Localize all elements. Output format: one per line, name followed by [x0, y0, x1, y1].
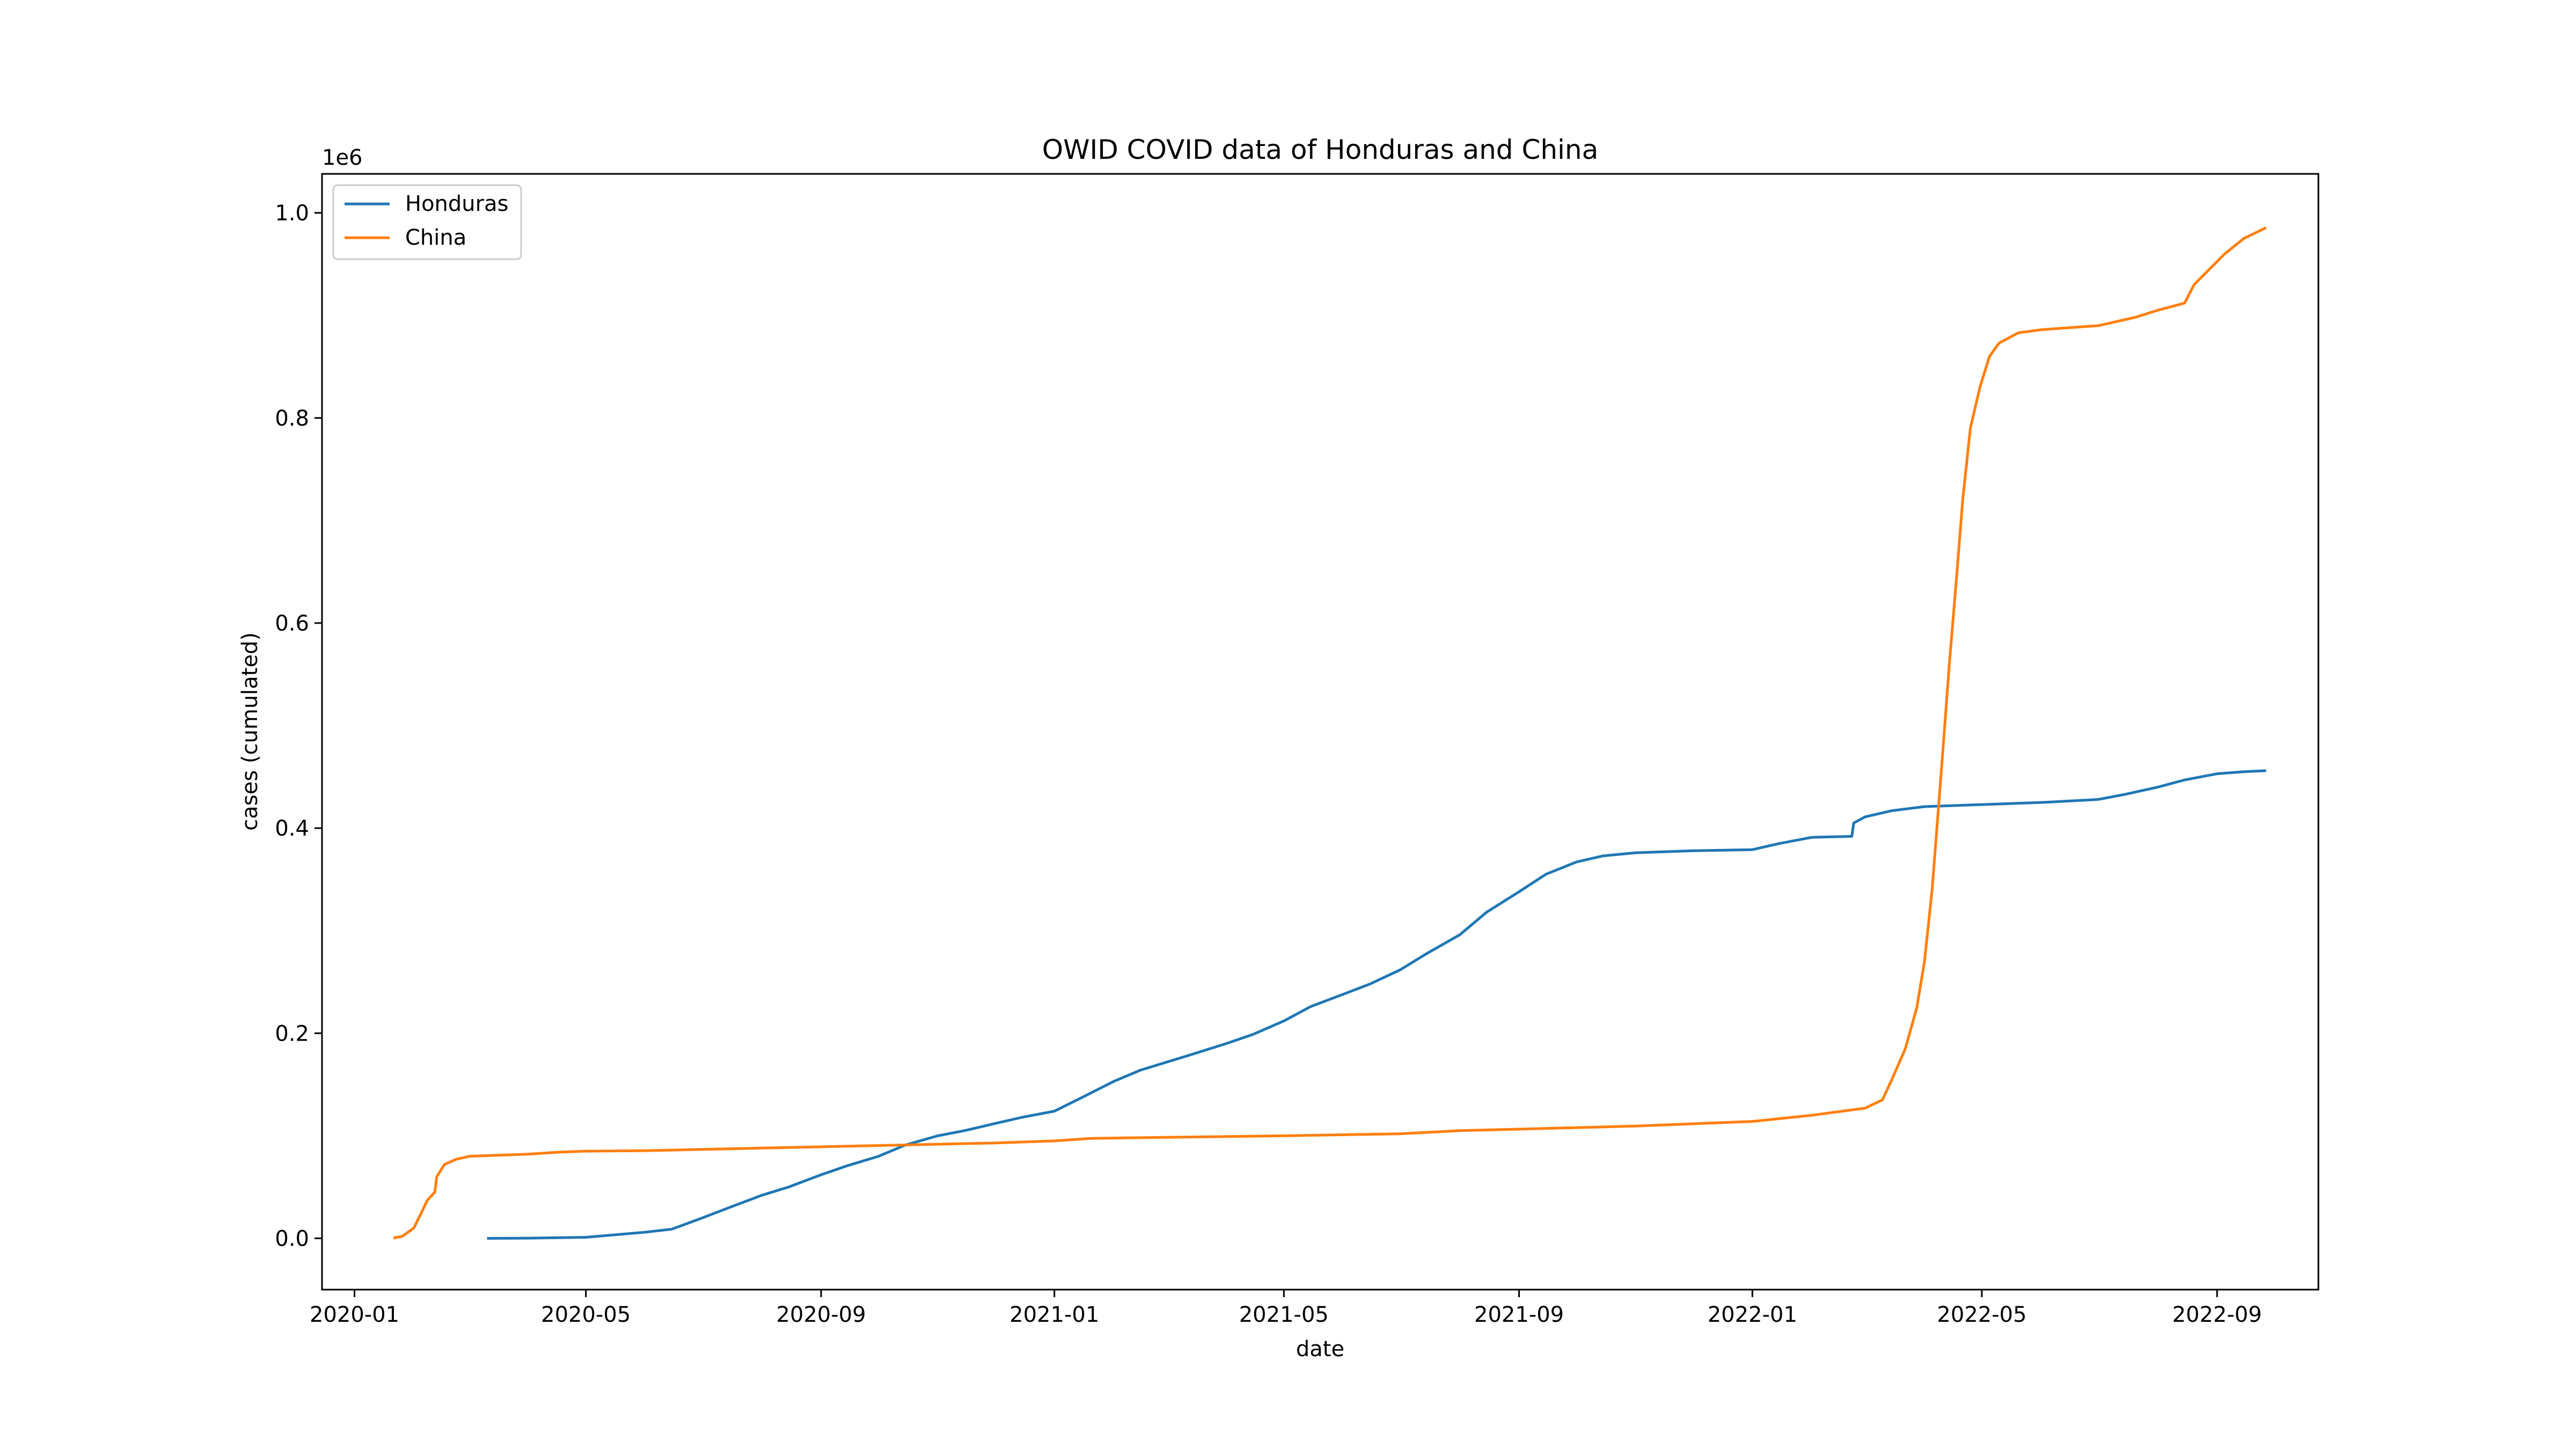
y-tick-label: 1.0	[275, 201, 309, 226]
y-axis-offset-label: 1e6	[322, 145, 363, 170]
x-tick-label: 2021-01	[1009, 1302, 1099, 1327]
x-tick-label: 2020-01	[310, 1302, 399, 1327]
series-line-china	[393, 226, 2267, 1240]
x-tick-label: 2020-09	[776, 1302, 866, 1327]
legend-label-honduras: Honduras	[405, 192, 508, 216]
y-tick-label: 0.2	[275, 1021, 309, 1046]
legend-label-china: China	[405, 225, 466, 250]
y-tick-label: 0.0	[275, 1226, 309, 1251]
x-axis-ticks: 2020-01 2020-05 2020-09 2021-01 2021-05 2021-…	[310, 1290, 2262, 1327]
y-axis-ticks: 0.0 0.2 0.4 0.6 0.8 1.0	[275, 201, 322, 1251]
x-tick-label: 2022-05	[1937, 1302, 2026, 1327]
plot-lines	[393, 226, 2267, 1240]
x-tick-label: 2021-05	[1239, 1302, 1329, 1327]
y-tick-label: 0.8	[275, 406, 309, 431]
series-line-honduras	[487, 769, 2266, 1240]
x-tick-label: 2021-09	[1474, 1302, 1564, 1327]
y-tick-label: 0.6	[275, 611, 309, 636]
legend: Honduras China	[332, 184, 522, 260]
x-tick-label: 2020-05	[541, 1302, 631, 1327]
y-axis-label: cases (cumulated)	[238, 632, 262, 831]
x-tick-label: 2022-01	[1708, 1302, 1797, 1327]
plot-frame	[321, 173, 2319, 1291]
y-tick-label: 0.4	[275, 816, 309, 841]
chart-title: OWID COVID data of Honduras and China	[1042, 134, 1599, 165]
x-axis-label: date	[1296, 1337, 1344, 1362]
x-tick-label: 2022-09	[2172, 1302, 2262, 1327]
